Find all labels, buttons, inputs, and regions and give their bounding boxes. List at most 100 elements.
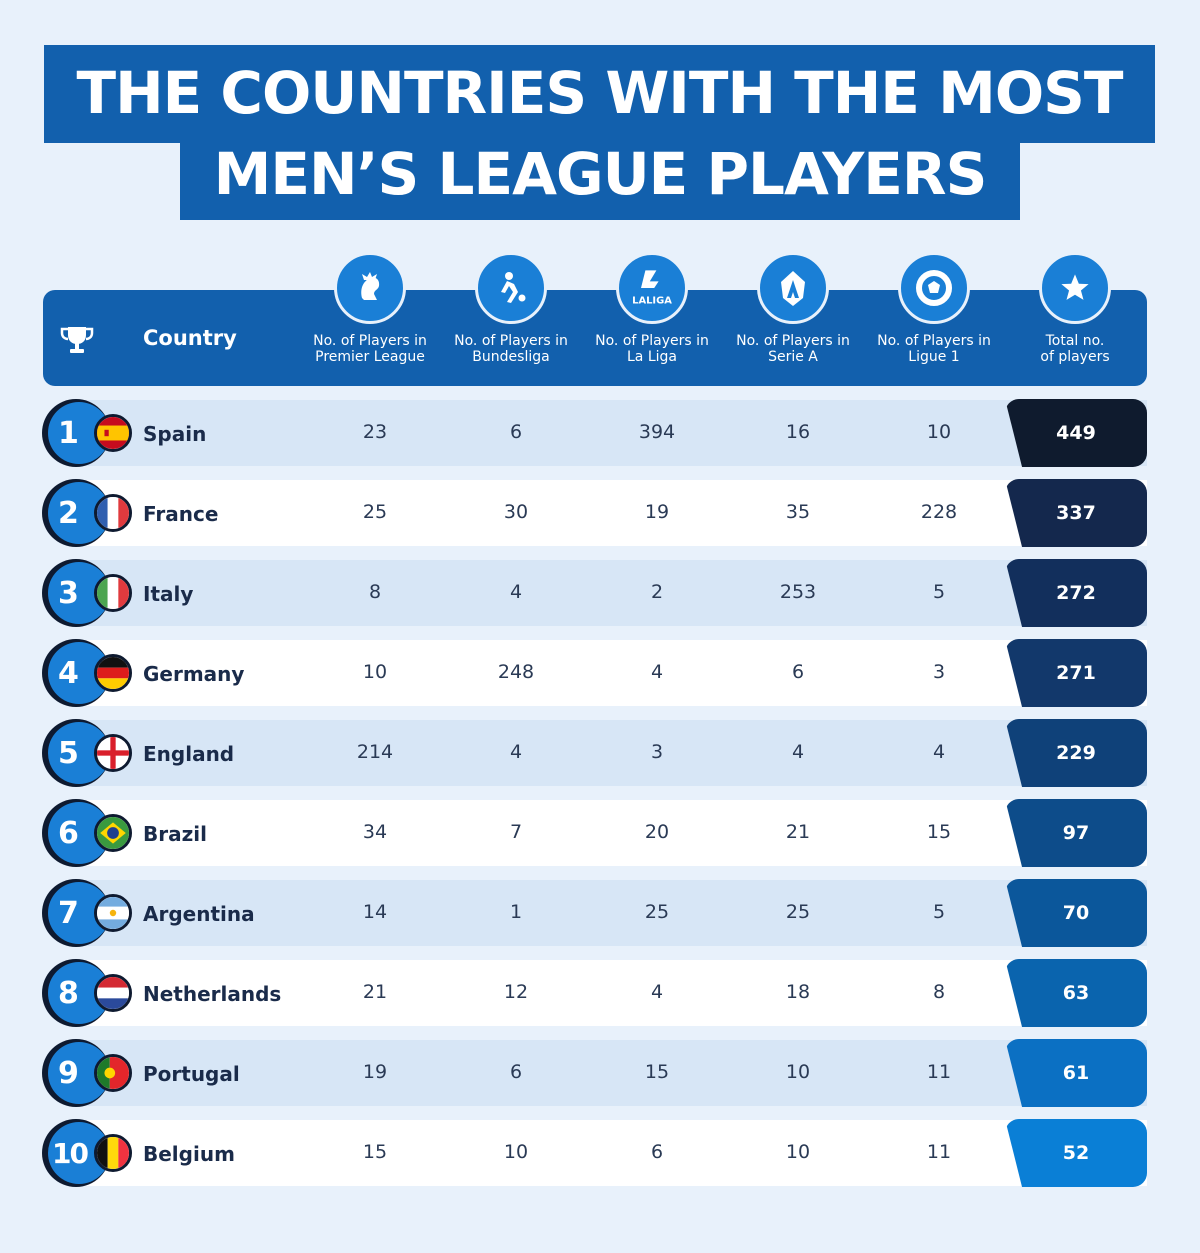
belgium-flag-icon: [94, 1134, 132, 1172]
title-line-2: MEN’S LEAGUE PLAYERS: [180, 140, 1020, 220]
table-cell: 15: [644, 1061, 670, 1083]
table-cell: 25: [785, 901, 811, 923]
ligue-1-logo-icon: [898, 252, 970, 324]
table-row: [73, 640, 1147, 706]
table-row: [73, 400, 1147, 466]
column-header-line-1: No. of Players in: [736, 333, 850, 349]
title-line-1: THE COUNTRIES WITH THE MOST: [44, 45, 1155, 143]
table-cell: 2: [650, 581, 664, 603]
table-cell: 25: [362, 501, 388, 523]
table-cell: 19: [362, 1061, 388, 1083]
star-icon: [1039, 252, 1111, 324]
table-cell: 35: [785, 501, 811, 523]
country-name: Germany: [143, 662, 245, 686]
total-cell: 63: [1005, 959, 1147, 1027]
serie-a-logo-icon: [757, 252, 829, 324]
country-name: Argentina: [143, 902, 255, 926]
table-cell: 14: [362, 901, 388, 923]
table-cell: 4: [791, 741, 805, 763]
table-cell: 6: [791, 661, 805, 683]
laliga-logo-icon: LALIGA: [616, 252, 688, 324]
table-cell: 18: [785, 981, 811, 1003]
rank-badge: 8: [42, 959, 110, 1027]
bundesliga-player-icon: [475, 252, 547, 324]
column-header-5: No. of Players in Ligue 1: [859, 333, 1009, 365]
table-cell: 34: [362, 821, 388, 843]
germany-flag-icon: [94, 654, 132, 692]
table-cell: 7: [509, 821, 523, 843]
table-cell: 20: [644, 821, 670, 843]
table-cell: 4: [650, 981, 664, 1003]
table-cell: 5: [932, 901, 946, 923]
table-row: [73, 880, 1147, 946]
country-name: England: [143, 742, 235, 766]
france-flag-icon: [94, 494, 132, 532]
country-column-header: Country: [143, 326, 237, 350]
argentina-flag-icon: [94, 894, 132, 932]
total-cell: 271: [1005, 639, 1147, 707]
total-cell: 70: [1005, 879, 1147, 947]
total-cell: 229: [1005, 719, 1147, 787]
column-header-line-1: No. of Players in: [877, 333, 991, 349]
country-name: Netherlands: [143, 982, 282, 1006]
column-header-line-1: No. of Players in: [313, 333, 427, 349]
table-cell: 15: [926, 821, 952, 843]
table-cell: 23: [362, 421, 388, 443]
table-cell: 4: [650, 661, 664, 683]
country-name: Italy: [143, 582, 194, 606]
column-header-line-2: Ligue 1: [908, 349, 960, 365]
total-cell: 337: [1005, 479, 1147, 547]
england-flag-icon: [94, 734, 132, 772]
country-name: France: [143, 502, 219, 526]
table-cell: 6: [650, 1141, 664, 1163]
table-cell: 10: [785, 1061, 811, 1083]
column-header-line-2: Serie A: [768, 349, 818, 365]
table-cell: 6: [509, 421, 523, 443]
table-cell: 8: [932, 981, 946, 1003]
table-cell: 10: [926, 421, 952, 443]
table-cell: 5: [932, 581, 946, 603]
table-row: [73, 800, 1147, 866]
table-cell: 3: [650, 741, 664, 763]
table-cell: 4: [932, 741, 946, 763]
total-cell: 61: [1005, 1039, 1147, 1107]
total-cell: 449: [1005, 399, 1147, 467]
table-cell: 248: [497, 661, 535, 683]
table-cell: 30: [503, 501, 529, 523]
rank-number: 9: [48, 1042, 110, 1104]
column-header-line-2: La Liga: [627, 349, 677, 365]
total-cell: 272: [1005, 559, 1147, 627]
trophy-icon: [60, 327, 94, 353]
table-cell: 1: [509, 901, 523, 923]
table-cell: 11: [926, 1141, 952, 1163]
table-cell: 25: [644, 901, 670, 923]
column-header-line-2: Premier League: [315, 349, 425, 365]
column-header-6: Total no. of players: [1000, 333, 1150, 365]
total-cell: 97: [1005, 799, 1147, 867]
country-name: Spain: [143, 422, 207, 446]
column-header-3: No. of Players in La Liga: [577, 333, 727, 365]
table-cell: 8: [368, 581, 382, 603]
spain-flag-icon: [94, 414, 132, 452]
premier-league-lion-icon: [334, 252, 406, 324]
netherlands-flag-icon: [94, 974, 132, 1012]
column-header-line-1: No. of Players in: [595, 333, 709, 349]
total-cell: 52: [1005, 1119, 1147, 1187]
column-header-line-2: Bundesliga: [472, 349, 550, 365]
table-row: [73, 560, 1147, 626]
table-cell: 228: [920, 501, 958, 523]
table-cell: 4: [509, 581, 523, 603]
column-header-line-1: No. of Players in: [454, 333, 568, 349]
table-cell: 214: [356, 741, 394, 763]
italy-flag-icon: [94, 574, 132, 612]
portugal-flag-icon: [94, 1054, 132, 1092]
country-name: Portugal: [143, 1062, 240, 1086]
table-row: [73, 1120, 1147, 1186]
table-cell: 10: [785, 1141, 811, 1163]
table-cell: 21: [362, 981, 388, 1003]
table-cell: 16: [785, 421, 811, 443]
table-cell: 4: [509, 741, 523, 763]
table-cell: 11: [926, 1061, 952, 1083]
rank-number: 8: [48, 962, 110, 1024]
column-header-4: No. of Players in Serie A: [718, 333, 868, 365]
